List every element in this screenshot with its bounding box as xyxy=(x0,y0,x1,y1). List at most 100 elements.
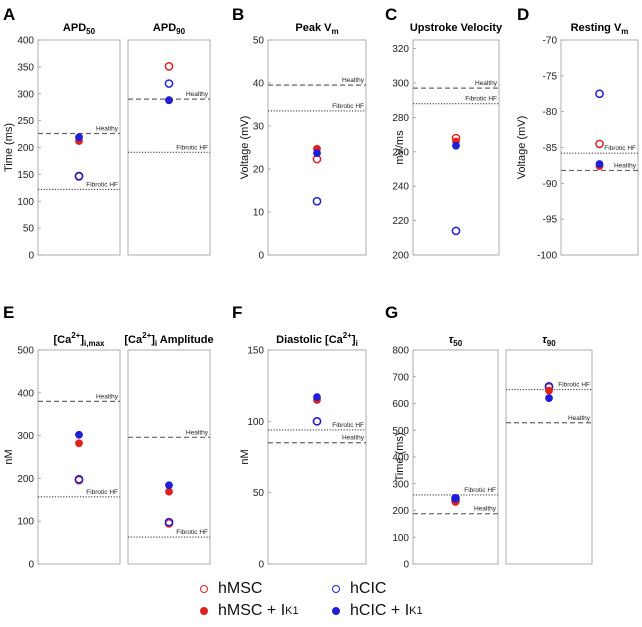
legend-marker-hcic-ik1 xyxy=(332,607,340,615)
subplot-title: τ50 xyxy=(449,334,463,348)
subplot-title: τ90 xyxy=(542,334,556,348)
panel-g: G Time (ms) 0 100 200 300 400 500 600 700 800 τ50 He… xyxy=(385,303,593,571)
panel-b: B Voltage (mV) 0 10 20 30 40 50 Peak Vm Healthy Fi… xyxy=(232,5,367,262)
y-tick-label: 200 xyxy=(17,474,34,485)
y-tick-label: 300 xyxy=(17,89,34,100)
data-point-hcic-ik1 xyxy=(595,160,604,168)
ref-label-fibrotic-hf: Fibrotic HF xyxy=(332,103,364,110)
ref-label-fibrotic-hf: Fibrotic HF xyxy=(464,487,496,494)
y-tick-label: 600 xyxy=(392,399,409,410)
y-tick-label: 700 xyxy=(392,372,409,383)
y-tick-label: 40 xyxy=(253,79,265,90)
ref-label-healthy: Healthy xyxy=(614,162,637,169)
legend-label-hcic-ik1: hCIC + I xyxy=(350,602,410,619)
y-axis-label-g: Time (ms) xyxy=(394,432,406,481)
y-tick-label: 50 xyxy=(253,488,265,499)
data-point-hcic-ik1 xyxy=(165,96,173,105)
axes-box xyxy=(37,39,121,256)
data-point-hcic-ik1 xyxy=(545,394,553,403)
legend-item-hcic-ik1: hCIC + I K1 xyxy=(332,602,423,620)
data-point-hmsc xyxy=(595,139,604,149)
ref-label-healthy: Healthy xyxy=(474,506,497,513)
subplot-e-0: 0 100 200 300 400 500 [Ca2+]i,max Healthy Fibrot… xyxy=(17,331,121,571)
y-tick-label: 300 xyxy=(392,479,409,490)
subplot-title: Diastolic [Ca2+]i xyxy=(276,331,358,348)
legend-marker-hmsc-ik1 xyxy=(200,607,208,615)
y-tick-label: 280 xyxy=(392,113,409,124)
ref-label-fibrotic-hf: Fibrotic HF xyxy=(465,96,497,103)
axes-box xyxy=(127,349,211,565)
ref-label-healthy: Healthy xyxy=(96,126,119,133)
y-tick-label: 400 xyxy=(392,453,409,464)
data-point-hmsc-ik1 xyxy=(545,386,553,395)
y-tick-label: 100 xyxy=(17,517,34,528)
y-axis-label-d: Voltage (mV) xyxy=(516,116,528,180)
subplot-b-0: 0 10 20 30 40 50 Peak Vm Healthy Fibrotic HF xyxy=(253,22,367,262)
data-point-hcic-ik1 xyxy=(165,481,173,490)
y-tick-label: 400 xyxy=(17,388,34,399)
legend: hMSC hCIC hMSC + I K1 hCIC + I K1 xyxy=(200,578,460,626)
panel-letter-d: D xyxy=(517,5,529,24)
y-tick-label: 30 xyxy=(253,122,265,133)
y-tick-label: 200 xyxy=(392,251,409,262)
y-tick-label: 250 xyxy=(17,116,34,127)
y-axis-label-e: nM xyxy=(3,449,15,464)
axes-box xyxy=(267,39,367,256)
y-tick-label: 200 xyxy=(392,506,409,517)
legend-label-hmsc: hMSC xyxy=(218,580,263,597)
y-tick-label: -95 xyxy=(543,215,558,226)
y-tick-label: 240 xyxy=(392,182,409,193)
ref-label-healthy: Healthy xyxy=(186,429,209,436)
subplot-title: Peak Vm xyxy=(295,22,338,36)
panel-f: FnM 0 50 100 150 Diastolic [Ca2+]i Healthy Fibr… xyxy=(232,303,367,571)
legend-label-hcic: hCIC xyxy=(350,580,387,597)
y-tick-label: 0 xyxy=(258,560,264,571)
legend-marker-hcic xyxy=(332,585,340,593)
y-tick-label: -100 xyxy=(537,251,557,262)
y-axis-label-c: mV/ms xyxy=(394,130,406,165)
ref-label-fibrotic-hf: Fibrotic HF xyxy=(86,181,118,188)
panel-d: D Voltage (mV) -100 -95 -90 -85 -80 -75 -70 Resti… xyxy=(516,5,639,262)
ref-label-fibrotic-hf: Fibrotic HF xyxy=(332,422,364,429)
subplot-title: [Ca2+]i,max xyxy=(54,331,106,348)
legend-item-hcic: hCIC xyxy=(332,580,386,598)
ref-label-fibrotic-hf: Fibrotic HF xyxy=(604,145,636,152)
y-tick-label: 320 xyxy=(392,44,409,55)
data-point-hcic xyxy=(74,474,84,484)
y-axis-label-a: Time (ms) xyxy=(3,123,15,172)
y-axis-label-b: Voltage (mV) xyxy=(239,116,251,180)
legend-sub-hmsc-ik1: K1 xyxy=(285,605,299,617)
y-tick-label: -80 xyxy=(543,107,558,118)
y-tick-label: 0 xyxy=(403,560,409,571)
y-tick-label: 260 xyxy=(392,147,409,158)
y-tick-label: 150 xyxy=(17,170,34,181)
data-point-hcic-ik1 xyxy=(75,133,83,142)
subplot-title: Resting Vm xyxy=(571,22,629,36)
data-point-hcic xyxy=(595,89,604,99)
ref-label-healthy: Healthy xyxy=(186,91,209,98)
y-tick-label: -75 xyxy=(543,71,558,82)
data-point-hmsc-ik1 xyxy=(75,439,83,448)
axes-box xyxy=(412,349,499,565)
ref-label-healthy: Healthy xyxy=(568,415,591,422)
subplot-a-0: 0 50 100 150 200 250 300 350 400 APD50 Healthy Fibr… xyxy=(17,22,121,262)
ref-label-healthy: Healthy xyxy=(342,435,365,442)
subplot-g-0: 0 100 200 300 400 500 600 700 800 τ50 Healthy Fibro… xyxy=(392,334,499,571)
data-point-hcic-ik1 xyxy=(75,430,83,439)
subplot-e-1: [Ca2+]i Amplitude Healthy Fibrotic HF xyxy=(124,331,214,565)
axes-box xyxy=(505,349,593,565)
axes-box xyxy=(267,349,367,565)
subplot-f-0: 0 50 100 150 Diastolic [Ca2+]i Healthy Fibroti… xyxy=(247,331,367,571)
axes-box xyxy=(127,39,211,256)
y-tick-label: -90 xyxy=(543,179,558,190)
data-point-hmsc xyxy=(164,61,174,71)
y-tick-label: 0 xyxy=(258,251,264,262)
panel-letter-f: F xyxy=(232,303,242,322)
legend-item-hmsc: hMSC xyxy=(200,580,262,598)
y-tick-label: 0 xyxy=(28,251,34,262)
y-tick-label: 300 xyxy=(17,431,34,442)
y-tick-label: 200 xyxy=(17,143,34,154)
y-tick-label: 100 xyxy=(17,197,34,208)
